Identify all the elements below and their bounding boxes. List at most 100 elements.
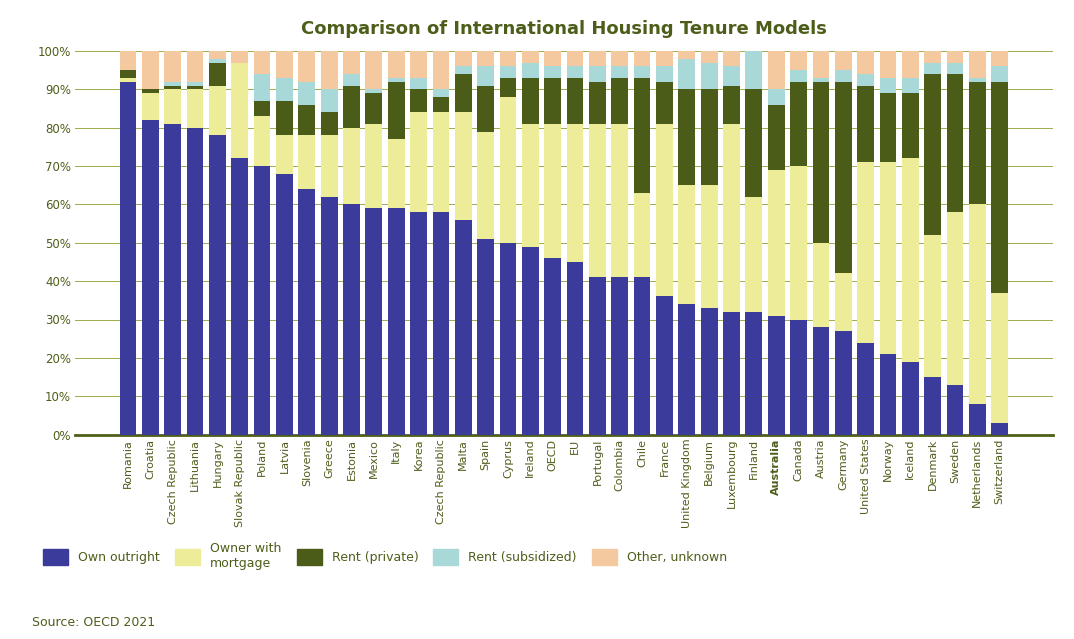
Bar xyxy=(499,66,517,78)
Bar xyxy=(700,308,717,435)
Bar xyxy=(253,101,271,116)
Bar xyxy=(321,112,337,135)
Bar xyxy=(589,82,606,124)
Bar xyxy=(880,51,897,78)
Bar xyxy=(164,124,182,435)
Bar xyxy=(164,89,182,124)
Bar xyxy=(410,51,427,78)
Bar xyxy=(745,312,763,435)
Bar xyxy=(231,51,248,63)
Bar xyxy=(946,385,963,435)
Bar xyxy=(164,86,182,89)
Bar xyxy=(142,89,159,93)
Bar xyxy=(813,78,829,82)
Bar xyxy=(902,362,918,435)
Bar xyxy=(477,86,494,132)
Bar xyxy=(433,212,449,435)
Bar xyxy=(567,66,583,78)
Legend: Own outright, Owner with
mortgage, Rent (private), Rent (subsidized), Other, unk: Own outright, Owner with mortgage, Rent … xyxy=(39,537,732,575)
Bar xyxy=(834,70,852,82)
Bar xyxy=(388,78,405,82)
Bar xyxy=(433,51,449,89)
Bar xyxy=(343,51,360,74)
Bar xyxy=(656,296,672,435)
Bar xyxy=(679,59,695,89)
Bar xyxy=(187,51,203,82)
Bar xyxy=(522,124,539,247)
Bar xyxy=(119,78,136,82)
Text: Source: OECD 2021: Source: OECD 2021 xyxy=(32,616,156,629)
Bar xyxy=(119,82,136,435)
Bar xyxy=(857,86,874,162)
Bar xyxy=(790,70,807,82)
Bar xyxy=(276,174,293,435)
Bar xyxy=(969,51,986,78)
Bar xyxy=(969,404,986,435)
Bar xyxy=(522,51,539,63)
Bar xyxy=(276,135,293,174)
Bar xyxy=(969,82,986,204)
Bar xyxy=(253,166,271,435)
Bar xyxy=(902,158,918,362)
Bar xyxy=(679,185,695,304)
Bar xyxy=(187,82,203,86)
Bar xyxy=(991,293,1008,423)
Bar xyxy=(813,82,829,243)
Bar xyxy=(545,258,561,435)
Bar xyxy=(455,51,471,66)
Bar xyxy=(946,212,963,385)
Bar xyxy=(164,82,182,86)
Bar xyxy=(634,66,651,78)
Bar xyxy=(499,243,517,435)
Bar xyxy=(455,112,471,220)
Bar xyxy=(902,93,918,158)
Bar xyxy=(522,247,539,435)
Bar xyxy=(700,89,717,185)
Bar xyxy=(209,59,226,63)
Bar xyxy=(834,331,852,435)
Bar xyxy=(611,51,628,66)
Bar xyxy=(209,63,226,86)
Bar xyxy=(343,204,360,435)
Bar xyxy=(679,304,695,435)
Bar xyxy=(857,162,874,343)
Bar xyxy=(611,277,628,435)
Bar xyxy=(321,135,337,197)
Bar xyxy=(545,78,561,124)
Bar xyxy=(857,343,874,435)
Bar xyxy=(991,66,1008,82)
Bar xyxy=(567,262,583,435)
Bar xyxy=(813,327,829,435)
Bar xyxy=(299,82,315,105)
Bar xyxy=(209,135,226,435)
Bar xyxy=(209,51,226,59)
Bar xyxy=(880,78,897,93)
Bar xyxy=(745,40,763,89)
Bar xyxy=(723,86,740,124)
Bar xyxy=(321,197,337,435)
Bar xyxy=(321,89,337,112)
Bar xyxy=(142,51,159,89)
Bar xyxy=(925,377,941,435)
Bar xyxy=(700,63,717,89)
Bar xyxy=(343,128,360,204)
Bar xyxy=(768,51,785,89)
Bar xyxy=(768,316,785,435)
Bar xyxy=(700,51,717,63)
Bar xyxy=(299,105,315,135)
Bar xyxy=(343,74,360,86)
Bar xyxy=(880,354,897,435)
Bar xyxy=(455,220,471,435)
Bar xyxy=(410,78,427,89)
Bar xyxy=(611,66,628,78)
Bar xyxy=(365,208,382,435)
Bar xyxy=(969,78,986,82)
Bar xyxy=(388,139,405,208)
Bar xyxy=(700,185,717,308)
Bar xyxy=(410,112,427,212)
Bar xyxy=(723,66,740,86)
Bar xyxy=(634,277,651,435)
Bar xyxy=(253,116,271,166)
Bar xyxy=(253,74,271,101)
Title: Comparison of International Housing Tenure Models: Comparison of International Housing Tenu… xyxy=(301,20,827,38)
